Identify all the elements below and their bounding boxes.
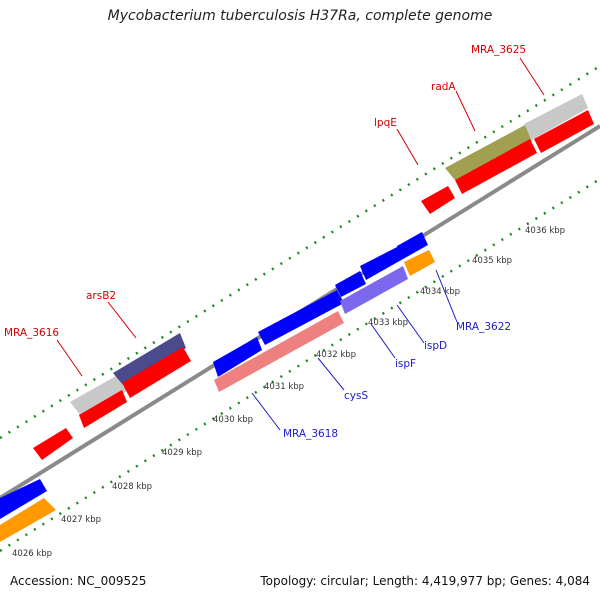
label-ispd: ispD (424, 340, 447, 352)
scale-label: 4030 kbp (213, 415, 253, 425)
label-arsb2: arsB2 (86, 290, 116, 302)
label-mra-3618: MRA_3618 (283, 428, 338, 440)
scale-label: 4026 kbp (12, 549, 52, 559)
scale-label: 4033 kbp (368, 318, 408, 328)
scale-labels: 4026 kbp 4027 kbp 4028 kbp 4029 kbp 4030… (12, 226, 565, 559)
label-mra-3622: MRA_3622 (456, 321, 511, 333)
gene-cyss-arrow (214, 311, 344, 392)
feature-labels: MRA_3616 arsB2 lpqE radA MRA_3625 MRA_36… (4, 44, 526, 440)
feature-layer (0, 94, 594, 542)
forward-gene-arrow (455, 139, 537, 194)
scale-label: 4035 kbp (472, 256, 512, 266)
scale-label: 4028 kbp (112, 482, 152, 492)
gene-arsb2-block (113, 333, 186, 385)
scale-label: 4029 kbp (162, 448, 202, 458)
label-rada: radA (431, 81, 456, 93)
gene-mra-3622-arrow (0, 498, 56, 542)
reverse-gene-arrow (0, 479, 47, 519)
label-ispf: ispF (395, 358, 416, 370)
gene-mra-3616-block (70, 376, 127, 416)
scale-label: 4031 kbp (264, 382, 304, 392)
forward-gene-arrow (122, 347, 191, 398)
genome-summary: Topology: circular; Length: 4,419,977 bp… (260, 574, 590, 588)
gene-lpqe-arrow (421, 186, 455, 214)
reverse-gene-arrow (258, 290, 344, 345)
scale-label: 4027 kbp (61, 515, 101, 525)
scale-label: 4032 kbp (316, 350, 356, 360)
scale-label: 4036 kbp (525, 226, 565, 236)
label-leaders (56, 57, 545, 377)
label-mra-3616: MRA_3616 (4, 327, 59, 339)
gene-mra-3625-block (524, 94, 588, 140)
reverse-gene-arrow (360, 246, 403, 280)
gene-rada-block (445, 125, 532, 180)
inner-tick-track (0, 177, 600, 553)
accession-label: Accession: NC_009525 (10, 574, 147, 588)
scale-label: 4034 kbp (420, 287, 460, 297)
label-leaders-reverse (251, 269, 458, 431)
forward-gene-arrow (534, 110, 594, 153)
reverse-gene-arrow (404, 250, 435, 276)
label-cyss: cysS (344, 390, 368, 402)
gene-mra-3618-arrow (213, 337, 262, 377)
forward-gene-arrow (33, 428, 73, 460)
label-lpqe: lpqE (374, 117, 397, 129)
map-title: Mycobacterium tuberculosis H37Ra, comple… (107, 8, 493, 24)
reverse-gene-arrow (335, 271, 366, 297)
gene-ispf-arrow (340, 266, 408, 314)
forward-gene-arrow (79, 390, 127, 428)
gene-ispd-arrow (397, 232, 428, 259)
label-mra-3625: MRA_3625 (471, 44, 526, 56)
